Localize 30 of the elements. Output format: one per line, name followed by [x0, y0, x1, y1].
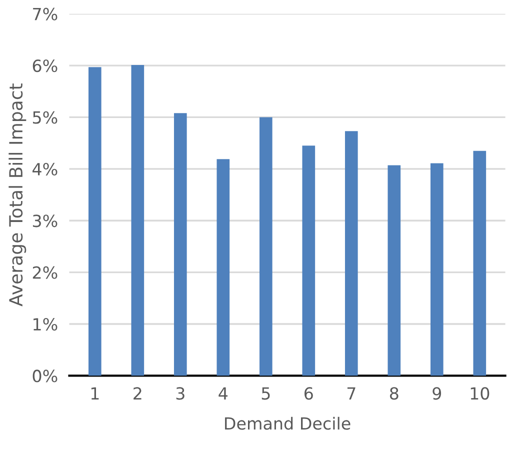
x-tick-label: 10: [470, 387, 490, 400]
bar: [473, 150, 486, 376]
bar: [388, 165, 401, 376]
x-tick-label: 4: [218, 387, 228, 400]
x-tick-label: 9: [432, 387, 442, 400]
y-tick-label: 2%: [32, 266, 58, 279]
bar: [430, 163, 444, 376]
bar: [344, 131, 358, 376]
x-axis-title: Demand Decile: [225, 416, 350, 430]
bar: [174, 113, 187, 376]
bar: [216, 159, 230, 376]
bar: [88, 67, 102, 376]
x-tick-label: 7: [347, 387, 356, 400]
y-tick-label: 7%: [33, 8, 58, 20]
x-tick-label: 5: [262, 387, 270, 400]
y-tick-label: 4%: [32, 162, 58, 176]
bar: [302, 146, 316, 376]
y-tick-label: 5%: [32, 111, 58, 124]
x-tick-label: 2: [134, 387, 142, 400]
y-tick-label: 3%: [32, 214, 58, 228]
bar: [131, 65, 144, 376]
x-tick-label: 3: [176, 387, 184, 400]
y-tick-label: 1%: [34, 318, 58, 331]
x-tick-label: 6: [304, 387, 313, 400]
y-tick-label: 6%: [32, 59, 58, 72]
y-axis-title: Average Total Bill Impact: [8, 84, 26, 306]
x-tick-label: 1: [91, 387, 99, 400]
y-tick-label: 0%: [32, 370, 58, 382]
bar: [259, 117, 272, 376]
x-tick-label: 8: [390, 387, 398, 400]
